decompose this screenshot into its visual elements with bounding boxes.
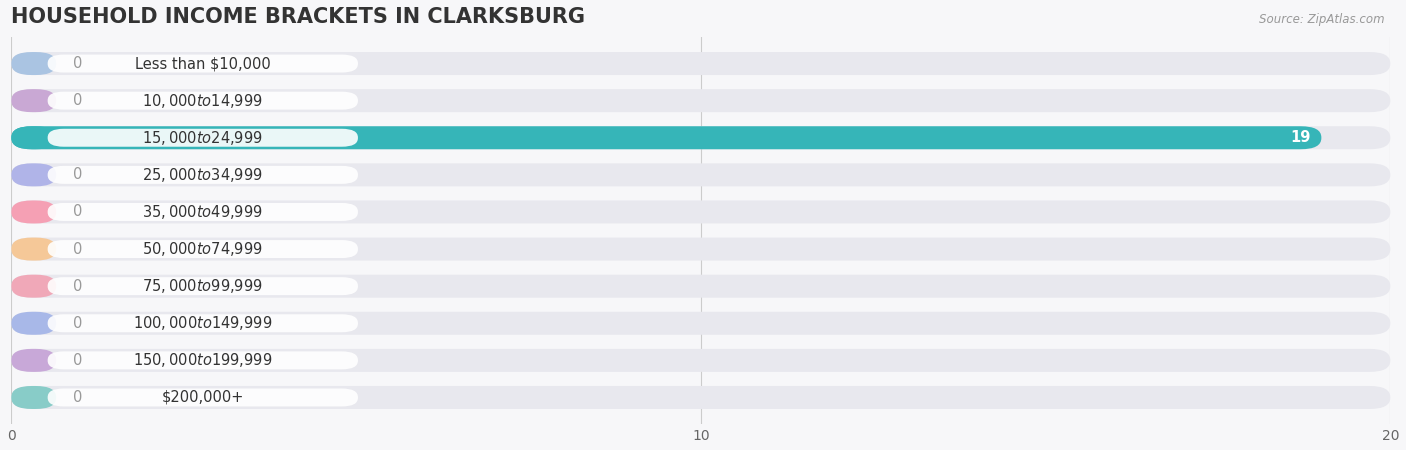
FancyBboxPatch shape (11, 238, 1391, 261)
Text: $75,000 to $99,999: $75,000 to $99,999 (142, 277, 263, 295)
FancyBboxPatch shape (11, 274, 1391, 297)
FancyBboxPatch shape (11, 312, 56, 335)
FancyBboxPatch shape (11, 386, 1391, 409)
Text: HOUSEHOLD INCOME BRACKETS IN CLARKSBURG: HOUSEHOLD INCOME BRACKETS IN CLARKSBURG (11, 7, 585, 27)
FancyBboxPatch shape (11, 52, 56, 75)
FancyBboxPatch shape (48, 240, 359, 258)
FancyBboxPatch shape (11, 126, 1322, 149)
Text: 0: 0 (73, 279, 83, 294)
FancyBboxPatch shape (48, 129, 359, 147)
FancyBboxPatch shape (48, 351, 359, 369)
FancyBboxPatch shape (11, 163, 56, 186)
Text: $35,000 to $49,999: $35,000 to $49,999 (142, 203, 263, 221)
FancyBboxPatch shape (11, 52, 1391, 75)
Text: 0: 0 (73, 204, 83, 220)
FancyBboxPatch shape (11, 349, 1391, 372)
Text: $50,000 to $74,999: $50,000 to $74,999 (142, 240, 263, 258)
FancyBboxPatch shape (11, 238, 56, 261)
FancyBboxPatch shape (11, 349, 56, 372)
FancyBboxPatch shape (48, 92, 359, 110)
FancyBboxPatch shape (48, 54, 359, 72)
Text: 0: 0 (73, 242, 83, 256)
Text: $200,000+: $200,000+ (162, 390, 245, 405)
FancyBboxPatch shape (48, 166, 359, 184)
FancyBboxPatch shape (48, 388, 359, 406)
Text: $100,000 to $149,999: $100,000 to $149,999 (134, 314, 273, 332)
Text: 0: 0 (73, 353, 83, 368)
FancyBboxPatch shape (11, 274, 56, 297)
Text: 0: 0 (73, 390, 83, 405)
Text: 19: 19 (1291, 130, 1310, 145)
Text: 0: 0 (73, 167, 83, 182)
Text: $10,000 to $14,999: $10,000 to $14,999 (142, 92, 263, 110)
FancyBboxPatch shape (11, 386, 56, 409)
Text: $15,000 to $24,999: $15,000 to $24,999 (142, 129, 263, 147)
FancyBboxPatch shape (48, 314, 359, 332)
Text: 0: 0 (73, 93, 83, 108)
Text: 0: 0 (73, 56, 83, 71)
Text: $150,000 to $199,999: $150,000 to $199,999 (134, 351, 273, 369)
FancyBboxPatch shape (48, 277, 359, 295)
Text: 0: 0 (73, 316, 83, 331)
FancyBboxPatch shape (11, 89, 56, 112)
FancyBboxPatch shape (11, 163, 1391, 186)
FancyBboxPatch shape (11, 126, 56, 149)
FancyBboxPatch shape (11, 312, 1391, 335)
FancyBboxPatch shape (11, 200, 56, 224)
FancyBboxPatch shape (11, 89, 1391, 112)
Text: Source: ZipAtlas.com: Source: ZipAtlas.com (1260, 14, 1385, 27)
Text: Less than $10,000: Less than $10,000 (135, 56, 271, 71)
FancyBboxPatch shape (48, 203, 359, 221)
FancyBboxPatch shape (11, 126, 1391, 149)
FancyBboxPatch shape (11, 200, 1391, 224)
Text: $25,000 to $34,999: $25,000 to $34,999 (142, 166, 263, 184)
